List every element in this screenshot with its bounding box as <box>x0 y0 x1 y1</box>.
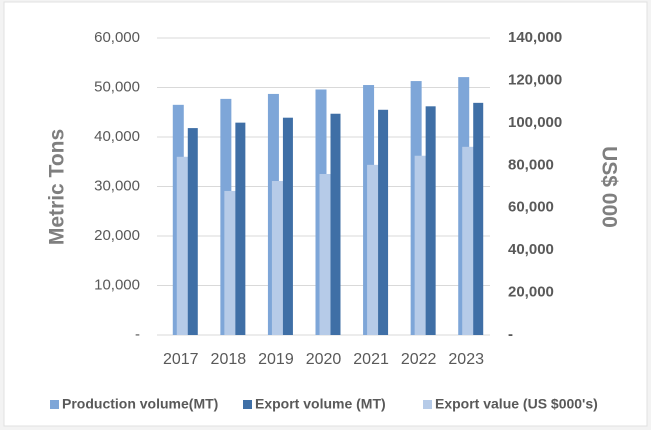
y-tick-label: 10,000 <box>94 276 140 293</box>
bar <box>473 102 484 335</box>
y-tick-label: 50,000 <box>94 78 140 95</box>
legend-swatch <box>423 400 432 409</box>
bar <box>330 113 341 335</box>
y2-tick-label: 120,000 <box>508 71 562 88</box>
y2-axis-label: US$ 000 <box>597 146 620 228</box>
y2-tick-label: 80,000 <box>508 156 554 173</box>
x-tick-label: 2021 <box>353 351 389 368</box>
y2-tick-label: - <box>508 326 513 343</box>
y2-tick-label: 60,000 <box>508 199 554 216</box>
y-tick-label: - <box>135 326 140 343</box>
y2-tick-label: 100,000 <box>508 114 562 131</box>
y-tick-label: 60,000 <box>94 29 140 46</box>
bar <box>271 180 286 335</box>
y-tick-label: 40,000 <box>94 128 140 145</box>
y2-tick-label: 140,000 <box>508 29 562 46</box>
bar <box>235 122 246 336</box>
legend-label: Production volume(MT) <box>62 396 218 412</box>
y-tick-label: 30,000 <box>94 177 140 194</box>
bar <box>462 146 477 335</box>
bar <box>176 156 191 335</box>
y2-tick-label: 20,000 <box>508 284 554 301</box>
y-tick-label: 20,000 <box>94 227 140 244</box>
bar <box>187 128 198 335</box>
y2-tick-label: 40,000 <box>508 241 554 258</box>
bar <box>282 117 293 335</box>
y-axis-label: Metric Tons <box>46 129 69 245</box>
legend-swatch <box>50 400 59 409</box>
x-tick-label: 2017 <box>163 351 199 368</box>
legend-label: Export value (US $000's) <box>435 396 598 412</box>
x-tick-label: 2020 <box>306 351 342 368</box>
x-tick-label: 2022 <box>401 351 437 368</box>
bar <box>414 155 429 335</box>
bar <box>425 106 436 335</box>
x-tick-label: 2018 <box>211 351 247 368</box>
legend-label: Export volume (MT) <box>255 396 386 412</box>
legend-swatch <box>243 400 252 409</box>
bar <box>367 164 382 335</box>
bar <box>224 190 239 335</box>
bar <box>319 173 334 335</box>
bar <box>378 109 389 336</box>
x-tick-label: 2019 <box>258 351 294 368</box>
x-tick-label: 2023 <box>448 351 484 368</box>
